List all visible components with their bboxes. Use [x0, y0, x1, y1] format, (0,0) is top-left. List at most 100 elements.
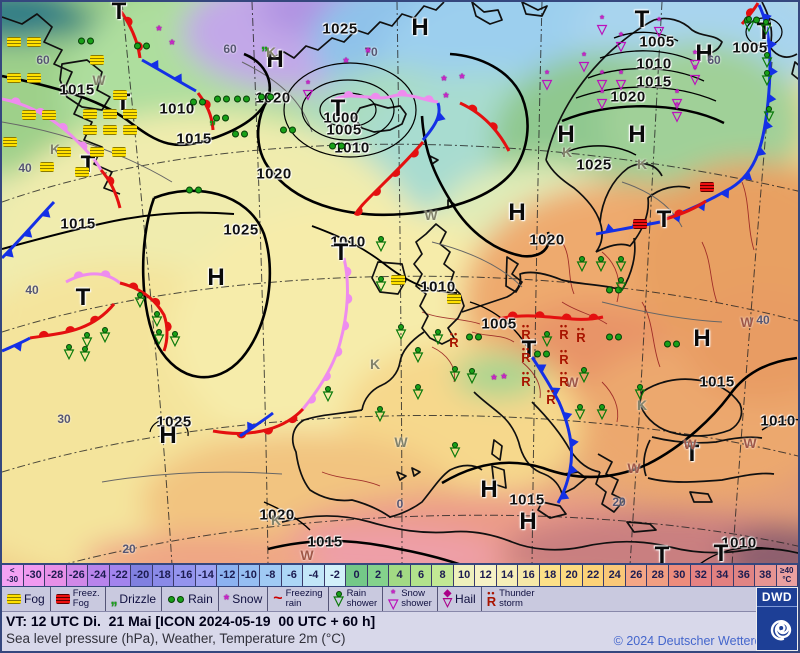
airmass-label: K: [636, 156, 648, 172]
pressure-label: 1015: [699, 373, 735, 391]
weather-fronts: [2, 2, 778, 504]
airmass-label: W: [740, 314, 754, 330]
scale-cell: 26: [625, 565, 648, 586]
grid-label: 60: [36, 53, 50, 67]
scale-cell: 16: [518, 565, 540, 586]
latlon-grid: [2, 2, 798, 563]
front-cold: [421, 102, 441, 141]
low-center-letter: T: [756, 18, 772, 45]
legend-item-hail: ◆ ▽ Hail: [436, 587, 481, 611]
low-center-letter: T: [80, 151, 96, 178]
legend-item-rain-shower: ▽ Rain shower: [327, 587, 383, 611]
pressure-label: 1010: [159, 100, 195, 118]
dwd-logo: DWD: [756, 587, 798, 651]
grid-label: 60: [707, 53, 721, 67]
pressure-label: 1025: [223, 221, 259, 239]
snow-icon: *: [223, 591, 230, 607]
scale-cell: 30: [668, 565, 691, 586]
airmass-label: K: [561, 144, 573, 160]
airmass-label: K: [369, 356, 381, 372]
scale-cell: 14: [496, 565, 519, 586]
dwd-logo-text: DWD: [757, 590, 797, 607]
pressure-label: 1005: [639, 33, 675, 51]
airmass-label: W: [92, 72, 106, 88]
low-center-letter: T: [656, 206, 672, 233]
pressure-label: 1025: [156, 413, 192, 431]
snow-shower-icon: * ▽: [388, 587, 399, 611]
grid-label: 60: [223, 42, 237, 56]
scale-cell: -30: [23, 565, 46, 586]
airmass-label: W: [627, 460, 641, 476]
legend-label: Freezing rain: [285, 588, 323, 609]
airmass-label: K: [270, 512, 282, 528]
scale-cell: 28: [647, 565, 669, 586]
front-cold: [2, 200, 56, 260]
front-warm: [212, 407, 305, 435]
high-center-letter: H: [207, 264, 225, 291]
scale-cell: 8: [432, 565, 454, 586]
synoptic-map: 1015 1010 1015 1025 1000 1005 1010 1020 1020 1010…: [2, 2, 798, 563]
pressure-label: 1025: [576, 156, 612, 174]
legend-item-freezing-fog: Freez. Fog: [49, 587, 105, 611]
scale-cell: 24: [604, 565, 626, 586]
pressure-label: 1010: [334, 139, 370, 157]
high-center-letter: H: [480, 476, 498, 503]
pressure-label: 1010: [760, 412, 796, 430]
pressure-label: 1005: [326, 121, 362, 139]
copyright: © 2024 Deutscher Wetterdienst: [613, 634, 788, 648]
pressure-label: 1015: [60, 215, 96, 233]
grid-label: 20: [612, 495, 626, 509]
pressure-label: 1005: [732, 39, 768, 57]
scale-cell: 34: [712, 565, 734, 586]
scale-cell: -28: [45, 565, 67, 586]
front-cold: [530, 356, 573, 504]
isobars-intermediate: [2, 61, 723, 483]
rain-icon: [167, 595, 185, 603]
legend-label: Rain: [188, 592, 213, 606]
pressure-label: 1025: [322, 20, 358, 38]
scale-cell: -20: [131, 565, 153, 586]
high-center-letter: H: [159, 422, 177, 449]
legend-item-snow-shower: * ▽ Snow shower: [382, 587, 437, 611]
front-cold: [141, 58, 197, 93]
grid-label: 70: [364, 45, 378, 59]
pressure-label: 1020: [259, 506, 295, 524]
pressure-label: 1000: [323, 109, 359, 127]
footer: VT: 12 UTC Di. 21 Mai [ICON 2024-05-19 0…: [2, 612, 756, 651]
low-center-letter: T: [634, 6, 650, 33]
freezing-rain-icon: ~: [273, 590, 283, 607]
airmass-label: W: [424, 207, 438, 223]
scale-cell: -12: [217, 565, 239, 586]
front-warm: [119, 281, 169, 352]
low-center-letter: T: [111, 2, 127, 25]
airmass-label: W: [683, 436, 697, 452]
scale-cell: 32: [690, 565, 713, 586]
scale-cell: 6: [410, 565, 433, 586]
scale-cell: ≥40 °C: [776, 565, 798, 586]
scale-cell: -2: [324, 565, 347, 586]
high-center-letter: H: [519, 508, 537, 535]
valid-time-line: VT: 12 UTC Di. 21 Mai [ICON 2024-05-19 0…: [6, 613, 376, 629]
front-occluded: [65, 272, 121, 285]
scale-cell: -8: [260, 565, 282, 586]
scale-cell: -18: [152, 565, 175, 586]
low-center-letter: T: [713, 540, 729, 564]
isobars: [2, 17, 798, 563]
scale-cell: -24: [88, 565, 110, 586]
high-center-letter: H: [266, 46, 284, 73]
legend-item-fog: Fog: [2, 587, 50, 611]
scale-cell: -6: [281, 565, 304, 586]
symbol-legend: Fog Freez. Fog,, Drizzle Rain * Snow ~ Freezing r…: [2, 587, 756, 612]
pressure-label: 1020: [256, 165, 292, 183]
legend-item-thunderstorm: •• R Thunder storm: [480, 587, 540, 611]
grid-label: 40: [756, 313, 770, 327]
grid-label: 40: [18, 161, 32, 175]
scale-cell: 2: [367, 565, 390, 586]
grid-label: 40: [25, 283, 39, 297]
scale-cell: -14: [195, 565, 218, 586]
legend-label: Thunder storm: [499, 588, 535, 609]
pressure-label: 1020: [610, 88, 646, 106]
airmass-label: W: [394, 434, 408, 450]
scale-cell: 38: [755, 565, 777, 586]
front-warm: [196, 92, 215, 131]
